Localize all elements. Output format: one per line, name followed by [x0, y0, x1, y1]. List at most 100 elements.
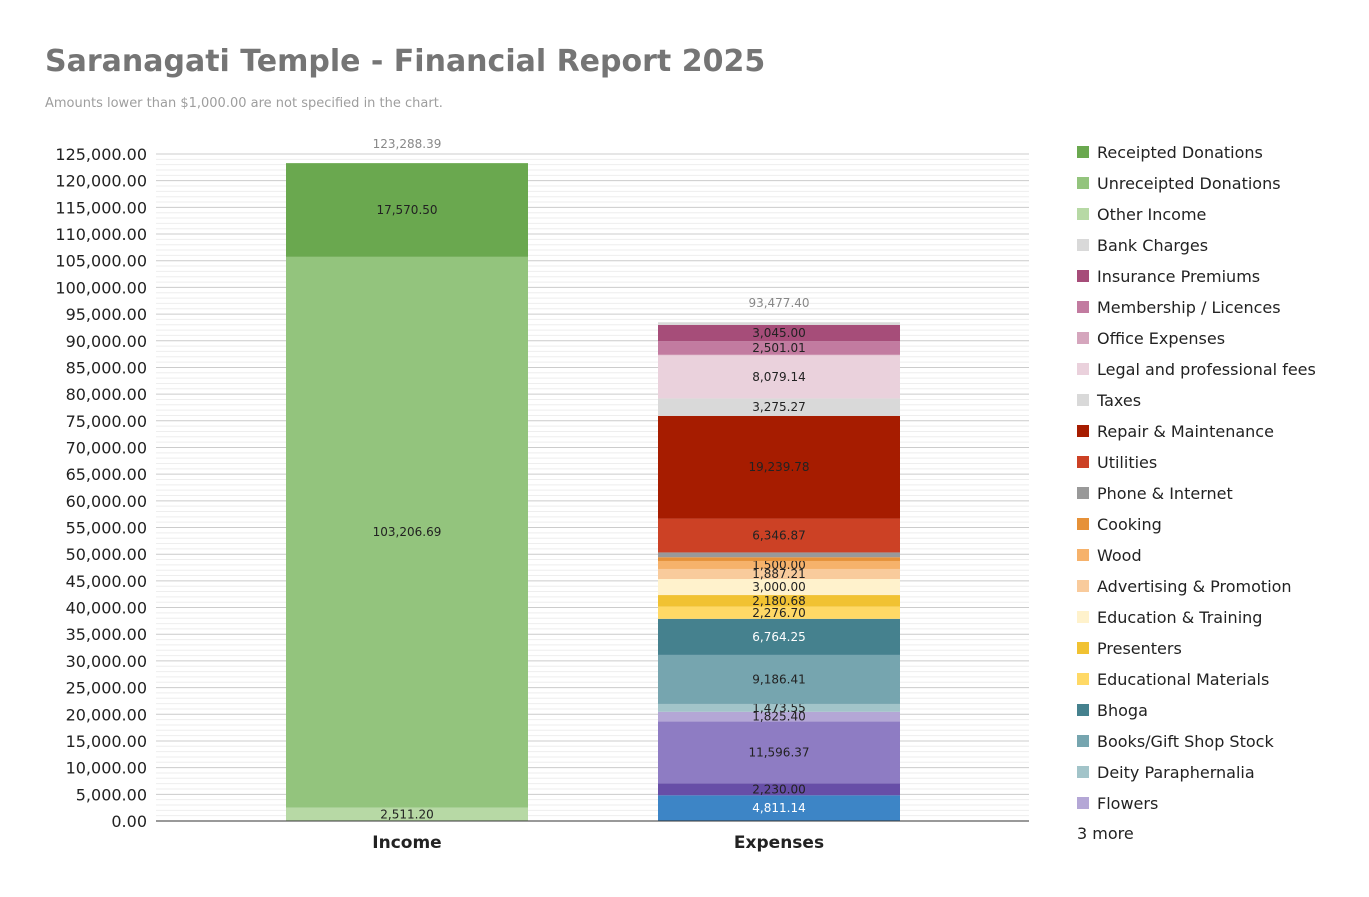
bar-segment[interactable] [658, 595, 900, 607]
legend-item[interactable]: Flowers [1077, 793, 1158, 813]
legend-label: Advertising & Promotion [1097, 576, 1292, 596]
bar-data-label: 2,501.01 [752, 341, 805, 355]
legend-label: Receipted Donations [1097, 142, 1263, 162]
bar-segment[interactable] [658, 721, 900, 784]
legend-more-link[interactable]: 3 more [1077, 824, 1134, 843]
bar-segment[interactable] [658, 518, 900, 553]
legend-item[interactable]: Unreceipted Donations [1077, 173, 1281, 193]
legend-swatch [1077, 146, 1089, 158]
legend-item[interactable]: Utilities [1077, 452, 1157, 472]
y-tick-label: 30,000.00 [66, 652, 147, 671]
legend-item[interactable]: Receipted Donations [1077, 142, 1263, 162]
legend-item[interactable]: Wood [1077, 545, 1142, 565]
legend-item[interactable]: Deity Paraphernalia [1077, 762, 1255, 782]
bar-segment[interactable] [658, 618, 900, 655]
legend-item[interactable]: Insurance Premiums [1077, 266, 1260, 286]
y-tick-label: 85,000.00 [66, 358, 147, 377]
legend-label: Wood [1097, 545, 1142, 565]
legend-label: Flowers [1097, 793, 1159, 813]
legend-item[interactable]: Bhoga [1077, 700, 1148, 720]
bar-segment[interactable] [658, 552, 900, 558]
y-tick-label: 120,000.00 [55, 172, 147, 191]
legend-label: Utilities [1097, 452, 1158, 472]
legend-item[interactable]: Cooking [1077, 514, 1162, 534]
legend-label: Legal and professional fees [1097, 359, 1316, 379]
bar-total-label: 123,288.39 [373, 137, 442, 151]
x-category-label: Expenses [734, 833, 824, 853]
bar-segment[interactable] [286, 163, 528, 257]
bar-segment[interactable] [658, 341, 900, 355]
bar-segment[interactable] [658, 795, 900, 821]
bar-segment[interactable] [658, 711, 900, 722]
legend-item[interactable]: Educational Materials [1077, 669, 1269, 689]
legend-item[interactable]: Other Income [1077, 204, 1206, 224]
bar-segment[interactable] [658, 703, 900, 712]
bar-segment[interactable] [658, 322, 900, 325]
legend-label: Bank Charges [1097, 235, 1209, 255]
legend-swatch [1077, 208, 1089, 220]
y-tick-label: 20,000.00 [66, 705, 147, 724]
bar-segment[interactable] [658, 557, 900, 561]
y-tick-label: 25,000.00 [66, 679, 147, 698]
legend-swatch [1077, 456, 1089, 468]
legend-item[interactable]: Repair & Maintenance [1077, 421, 1274, 441]
legend-item[interactable]: Education & Training [1077, 607, 1262, 627]
bar-segment[interactable] [286, 256, 528, 808]
bar-data-label: 3,000.00 [752, 580, 805, 594]
legend-swatch [1077, 580, 1089, 592]
y-tick-label: 55,000.00 [66, 519, 147, 538]
legend-item[interactable]: Presenters [1077, 638, 1182, 658]
bar-data-label: 3,275.27 [752, 400, 805, 414]
legend-item[interactable]: Bank Charges [1077, 235, 1208, 255]
legend-item[interactable]: Membership / Licences [1077, 297, 1281, 317]
bar-data-label: 1,500.00 [752, 558, 805, 572]
legend-item[interactable]: Office Expenses [1077, 328, 1225, 348]
y-tick-label: 105,000.00 [55, 252, 147, 271]
bar-segment[interactable] [658, 654, 900, 704]
bar-data-label: 11,596.37 [748, 745, 809, 759]
chart-subtitle: Amounts lower than $1,000.00 are not spe… [45, 96, 443, 111]
bar-segment[interactable] [658, 415, 900, 519]
y-tick-label: 100,000.00 [55, 278, 147, 297]
bar-segment[interactable] [658, 579, 900, 596]
legend-label: Office Expenses [1097, 328, 1226, 348]
legend-swatch [1077, 177, 1089, 189]
legend-label: Educational Materials [1097, 669, 1270, 689]
bar-segment[interactable] [658, 606, 900, 619]
legend-item[interactable]: Phone & Internet [1077, 483, 1233, 503]
bar-segment[interactable] [658, 568, 900, 580]
legend-label: Presenters [1097, 638, 1182, 658]
chart-plot: 2,511.20 103,206.69 17,570.50 123,288.39 4,8… [55, 137, 1029, 853]
bar-data-label: 2,180.68 [752, 594, 805, 608]
legend-label: Phone & Internet [1097, 483, 1233, 503]
bar-segment[interactable] [658, 354, 900, 356]
bar-data-label: 3,045.00 [752, 326, 805, 340]
y-tick-label: 40,000.00 [66, 599, 147, 618]
bar-segment[interactable] [286, 807, 528, 821]
bar-data-label: 2,511.20 [380, 807, 433, 821]
bar-segment[interactable] [658, 783, 900, 796]
bars: 2,511.20 103,206.69 17,570.50 123,288.39 4,8… [286, 137, 900, 821]
legend-swatch [1077, 270, 1089, 282]
legend-swatch [1077, 704, 1089, 716]
bar-segment[interactable] [658, 398, 900, 416]
y-tick-label: 15,000.00 [66, 732, 147, 751]
y-tick-label: 0.00 [111, 812, 147, 831]
legend-item[interactable]: Taxes [1077, 390, 1141, 410]
legend-swatch [1077, 239, 1089, 251]
legend-item[interactable]: Legal and professional fees [1077, 359, 1316, 379]
legend-label: Cooking [1097, 514, 1162, 534]
bar-segment[interactable] [658, 324, 900, 342]
legend-swatch [1077, 611, 1089, 623]
bar-segment[interactable] [658, 560, 900, 569]
bar-segment[interactable] [658, 355, 900, 399]
y-tick-label: 5,000.00 [76, 785, 147, 804]
bar-total-label: 93,477.40 [748, 296, 809, 310]
legend-swatch [1077, 518, 1089, 530]
chart-title: Saranagati Temple - Financial Report 202… [45, 44, 766, 79]
legend-swatch [1077, 766, 1089, 778]
legend-label: Books/Gift Shop Stock [1097, 731, 1274, 751]
legend-item[interactable]: Books/Gift Shop Stock [1077, 731, 1274, 751]
legend-item[interactable]: Advertising & Promotion [1077, 576, 1292, 596]
bar-data-label: 6,346.87 [752, 528, 805, 542]
